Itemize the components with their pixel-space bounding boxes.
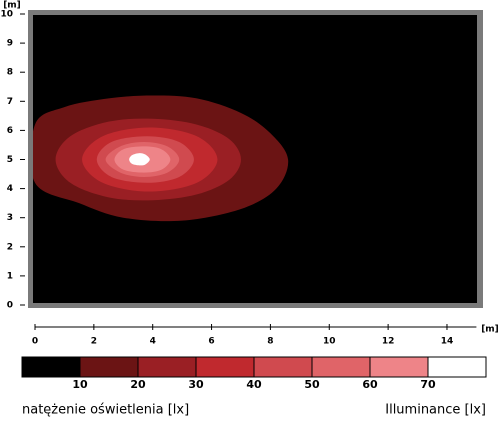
y-tick-label: 0 xyxy=(7,301,13,311)
colorbar-swatch xyxy=(253,356,313,378)
y-tick-label: 1 xyxy=(7,271,13,281)
x-tick-label: 12 xyxy=(382,337,395,347)
x-tick-label: 2 xyxy=(91,337,97,347)
colorbar-swatch xyxy=(369,356,429,378)
colorbar-label: 70 xyxy=(420,378,436,391)
colorbar-label: 10 xyxy=(72,378,88,391)
legend-title-en: Illuminance [lx] xyxy=(385,403,486,418)
y-tick-label: 3 xyxy=(7,213,13,223)
y-tick-label: 10 xyxy=(0,10,13,20)
y-tick-label: 4 xyxy=(7,184,13,194)
x-tick-label: 14 xyxy=(441,337,454,347)
x-axis-label: [m] xyxy=(481,325,499,335)
y-tick-label: 9 xyxy=(7,39,13,49)
colorbar-label: 60 xyxy=(362,378,378,391)
colorbar-swatch xyxy=(137,356,197,378)
y-axis-label: [m] xyxy=(3,1,21,11)
colorbar-label: 50 xyxy=(304,378,320,391)
x-tick-label: 10 xyxy=(323,337,336,347)
x-tick-label: 8 xyxy=(267,337,273,347)
colorbar-label: 40 xyxy=(246,378,262,391)
y-tick-label: 7 xyxy=(7,97,13,107)
y-tick-label: 8 xyxy=(7,68,13,78)
y-tick-label: 2 xyxy=(7,242,13,252)
x-tick-label: 4 xyxy=(150,337,156,347)
colorbar-label: 30 xyxy=(188,378,204,391)
contour xyxy=(129,153,150,166)
y-tick-label: 6 xyxy=(7,126,13,136)
colorbar-swatch xyxy=(195,356,255,378)
x-tick-label: 0 xyxy=(32,337,38,347)
colorbar-label: 20 xyxy=(130,378,146,391)
legend-title-pl: natężenie oświetlenia [lx] xyxy=(22,403,189,418)
contours xyxy=(33,95,289,222)
colorbar-swatch xyxy=(311,356,371,378)
y-tick-label: 5 xyxy=(7,155,13,165)
colorbar-swatch xyxy=(21,356,81,378)
x-tick-label: 6 xyxy=(208,337,214,347)
colorbar-swatch xyxy=(79,356,139,378)
colorbar-swatch xyxy=(427,356,487,378)
